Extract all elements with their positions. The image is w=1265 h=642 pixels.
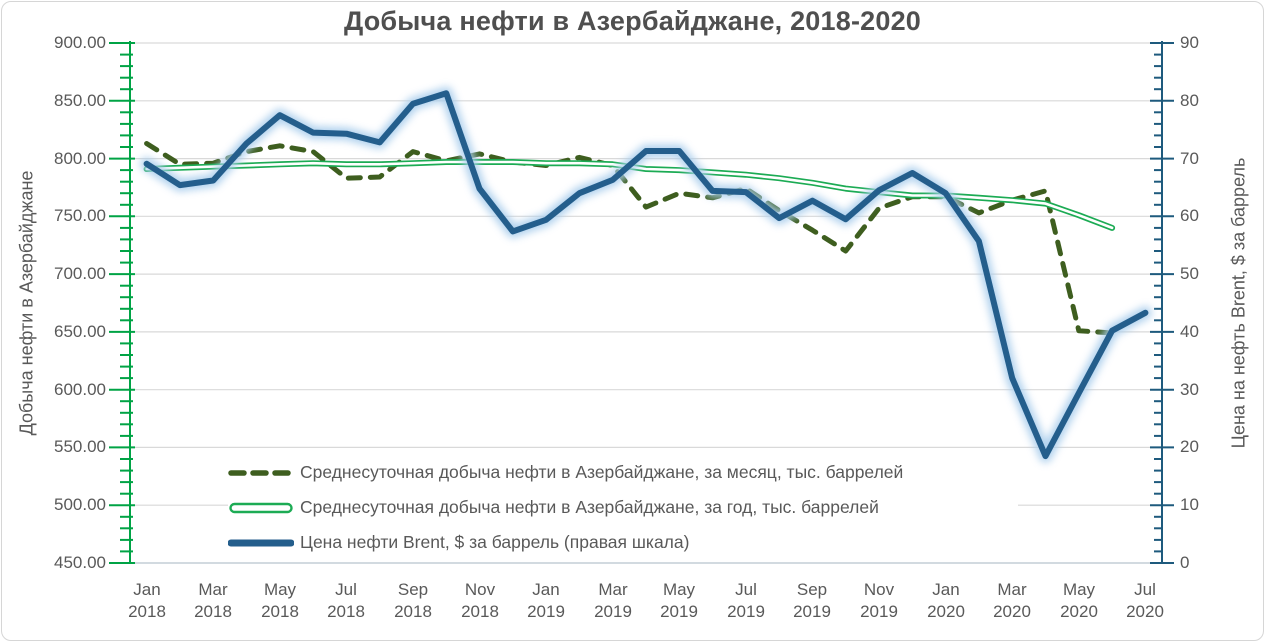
legend-item-brent-price: Цена нефти Brent, $ за баррель (правая ш… bbox=[228, 525, 1018, 560]
x-axis-tick-label: Jul 2020 bbox=[1126, 580, 1164, 621]
left-axis-tick-label: 800.00 bbox=[54, 149, 106, 168]
left-axis-tick-label: 900.00 bbox=[54, 33, 106, 52]
right-axis-tick-label: 80 bbox=[1180, 91, 1199, 110]
legend-label-brent-price: Цена нефти Brent, $ за баррель (правая ш… bbox=[300, 532, 690, 552]
left-axis bbox=[109, 41, 135, 564]
left-axis-tick-label: 550.00 bbox=[54, 437, 106, 456]
left-axis-tick-label: 850.00 bbox=[54, 91, 106, 110]
right-axis-title: Цена на нефть Brent, $ за баррель bbox=[1228, 157, 1249, 449]
x-axis-tick-label: Jul 2019 bbox=[727, 580, 765, 621]
x-axis-tick-label: May 2018 bbox=[261, 580, 299, 621]
right-axis-tick-label: 70 bbox=[1180, 149, 1199, 168]
legend-item-monthly-production: Среднесуточная добыча нефти в Азербайджа… bbox=[228, 455, 1018, 490]
right-axis-tick-label: 40 bbox=[1180, 322, 1199, 341]
legend-swatch-solid-line-icon bbox=[228, 539, 294, 546]
x-axis-tick-label: Jan 2020 bbox=[927, 580, 965, 621]
x-axis-tick-label: Nov 2018 bbox=[461, 580, 499, 621]
series-brent-line bbox=[143, 90, 1149, 460]
right-axis bbox=[1150, 41, 1174, 564]
left-axis-tick-label: 700.00 bbox=[54, 264, 106, 283]
left-axis-tick-label: 750.00 bbox=[54, 206, 106, 225]
left-axis-tick-label: 450.00 bbox=[54, 553, 106, 572]
x-axis-tick-label: Jan 2018 bbox=[128, 580, 166, 621]
left-axis-tick-label: 500.00 bbox=[54, 495, 106, 514]
left-axis-tick-label: 650.00 bbox=[54, 322, 106, 341]
x-axis-tick-label: Sep 2019 bbox=[793, 580, 831, 621]
right-axis-tick-label: 30 bbox=[1180, 380, 1199, 399]
right-axis-tick-label: 0 bbox=[1180, 553, 1190, 572]
legend-label-annual-production: Среднесуточная добыча нефти в Азербайджа… bbox=[300, 497, 879, 517]
chart-title: Добыча нефти в Азербайджане, 2018-2020 bbox=[343, 6, 922, 36]
left-axis-tick-label: 600.00 bbox=[54, 380, 106, 399]
legend: Среднесуточная добыча нефти в Азербайджа… bbox=[228, 455, 1018, 560]
right-axis-tick-label: 20 bbox=[1180, 437, 1199, 456]
x-axis-tick-label: Jul 2018 bbox=[327, 580, 365, 621]
right-axis-tick-label: 90 bbox=[1180, 33, 1199, 52]
x-axis-tick-label: Jan 2019 bbox=[527, 580, 565, 621]
x-axis-tick-label: May 2020 bbox=[1060, 580, 1098, 621]
x-axis-tick-label: Mar 2019 bbox=[594, 580, 632, 621]
x-axis-tick-label: Nov 2019 bbox=[860, 580, 898, 621]
right-axis-tick-label: 10 bbox=[1180, 495, 1199, 514]
right-axis-tick-label: 50 bbox=[1180, 264, 1199, 283]
legend-swatch-dashed-line-icon bbox=[228, 469, 294, 476]
legend-label-monthly-production: Среднесуточная добыча нефти в Азербайджа… bbox=[300, 462, 904, 482]
x-axis-tick-label: Mar 2020 bbox=[993, 580, 1031, 621]
x-axis-tick-label: Sep 2018 bbox=[394, 580, 432, 621]
x-axis-tick-label: Mar 2018 bbox=[194, 580, 232, 621]
legend-item-annual-production: Среднесуточная добыча нефти в Азербайджа… bbox=[228, 490, 1018, 525]
right-axis-tick-label: 60 bbox=[1180, 206, 1199, 225]
x-axis-tick-label: May 2019 bbox=[660, 580, 698, 621]
legend-swatch-double-line-icon bbox=[229, 502, 293, 513]
